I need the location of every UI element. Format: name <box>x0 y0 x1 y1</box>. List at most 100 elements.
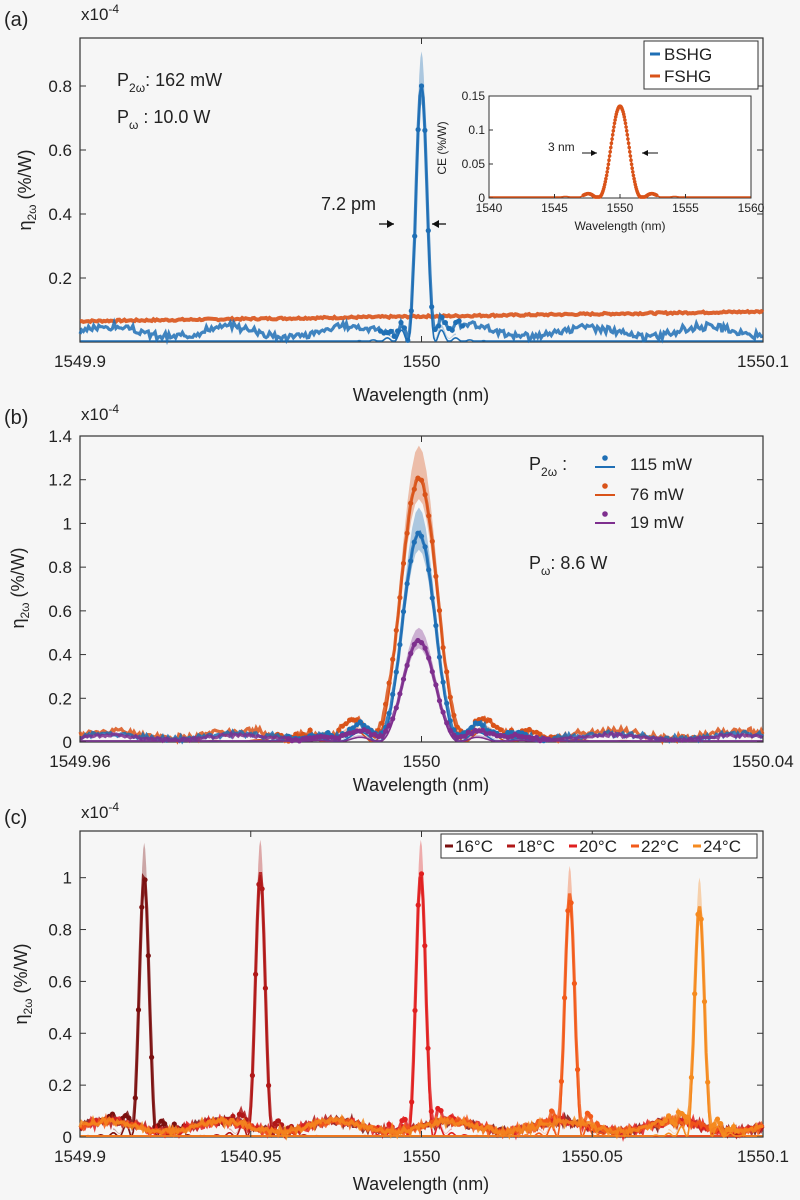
x-tick-label: 1550 <box>403 1147 441 1166</box>
data-point <box>429 538 435 544</box>
inset-point <box>632 176 636 181</box>
data-point <box>436 698 443 704</box>
legend-76mw: 76 mW <box>595 483 684 504</box>
inset-point <box>606 162 611 167</box>
y-tick-label: 0 <box>63 733 72 752</box>
inset-point <box>607 158 611 162</box>
data-point <box>695 911 701 918</box>
data-point <box>350 725 356 731</box>
inset-point <box>624 129 629 133</box>
data-point <box>727 1127 734 1133</box>
svg-text:76 mW: 76 mW <box>630 485 684 504</box>
data-point <box>449 327 455 333</box>
y-tick-label: 0.4 <box>48 1024 72 1043</box>
data-point <box>393 705 399 711</box>
inset-point <box>632 180 637 184</box>
data-point <box>425 1045 431 1051</box>
data-point <box>498 727 504 733</box>
data-point <box>162 1121 168 1127</box>
series-data-points <box>220 881 301 1138</box>
data-point <box>436 654 443 660</box>
data-point <box>588 1113 594 1120</box>
data-point <box>386 710 392 717</box>
inset-y-tick-label: 0.15 <box>462 89 486 103</box>
data-point <box>343 721 349 727</box>
panel-a-label: (a) <box>4 9 28 31</box>
inset-point <box>627 145 631 150</box>
panel-a-plot-area <box>78 51 765 346</box>
data-point <box>422 127 428 133</box>
data-point <box>386 722 392 729</box>
data-point <box>390 691 396 698</box>
data-point <box>701 999 708 1005</box>
data-point <box>444 720 450 726</box>
data-point <box>393 669 399 675</box>
inset-point <box>654 193 659 198</box>
inset-point <box>613 118 617 122</box>
data-point <box>692 991 698 997</box>
inset-point <box>631 173 636 178</box>
data-point <box>462 733 468 739</box>
data-point <box>240 1112 246 1119</box>
series-data-points <box>379 871 464 1136</box>
series-fit-line <box>80 877 763 1138</box>
inset-point <box>609 145 613 150</box>
y-tick-label: 0.4 <box>48 205 72 224</box>
data-point <box>714 1116 721 1122</box>
data-point <box>132 1095 138 1101</box>
data-point <box>444 669 450 675</box>
panel-b: (b) x10-4 00.20.40.60.811.21.4 1549.96 15… <box>4 402 794 795</box>
data-point <box>721 1132 727 1138</box>
panel-a-inset: 0 0.05 0.1 0.15 1540 1545 1550 1555 1560 Wavele… <box>435 89 765 233</box>
data-point <box>404 530 410 536</box>
panel-b-pw-annotation: Pω: 8.6 W <box>529 553 607 578</box>
inset-x-tick-label: 1550 <box>607 201 634 215</box>
data-point <box>149 1054 155 1060</box>
inset-fwhm-label: 3 nm <box>548 140 575 154</box>
inset-point <box>607 154 612 158</box>
data-point <box>145 953 151 959</box>
svg-text:19 mW: 19 mW <box>630 513 684 532</box>
inset-plot-area <box>489 104 751 199</box>
data-point <box>440 679 446 685</box>
legend-label: 18°C <box>517 837 555 856</box>
data-point <box>436 607 443 614</box>
series-fit-line <box>80 640 763 742</box>
inset-point <box>606 166 610 170</box>
series-data-points <box>659 911 740 1138</box>
x-tick-label: 1550.04 <box>732 752 793 771</box>
panel-c-x-ticks: 1549.9 1540.95 1550 1550.05 1550.1 <box>54 831 789 1166</box>
data-point <box>537 731 543 737</box>
inset-point <box>621 112 626 116</box>
data-point <box>412 233 418 239</box>
y-tick-label: 0.6 <box>48 972 72 991</box>
inset-point <box>602 182 607 187</box>
series-data-trace <box>79 893 765 1140</box>
series-data-trace <box>79 873 764 1140</box>
inset-y-tick-label: 0.1 <box>468 123 485 137</box>
data-point <box>230 1113 236 1119</box>
panel-b-plot-area <box>78 445 765 746</box>
inset-x-tick-label: 1555 <box>672 201 699 215</box>
legend-115mw: 115 mW <box>595 455 692 474</box>
y-tick-label: 0.6 <box>48 602 72 621</box>
data-point <box>383 728 389 734</box>
panel-a-exponent: x10-4 <box>81 2 119 24</box>
inset-point <box>610 137 614 141</box>
series-fit-line <box>80 910 763 1137</box>
data-point <box>266 1082 272 1089</box>
inset-xlabel: Wavelength (nm) <box>575 219 666 233</box>
inset-x-tick-label: 1545 <box>541 201 568 215</box>
data-point <box>451 712 457 718</box>
data-point <box>711 1122 717 1128</box>
data-point <box>395 328 401 334</box>
data-point <box>400 609 407 615</box>
data-point <box>404 581 410 587</box>
panel-b-label: (b) <box>4 407 28 429</box>
inset-point <box>623 118 627 122</box>
panel-c: (c) x10-4 00.20.40.60.81 1549.9 1540.95 15… <box>4 800 789 1194</box>
x-tick-label: 1550.1 <box>737 352 789 371</box>
y-tick-label: 0.2 <box>48 269 72 288</box>
panel-b-exponent: x10-4 <box>81 402 119 424</box>
data-point <box>135 1007 142 1013</box>
